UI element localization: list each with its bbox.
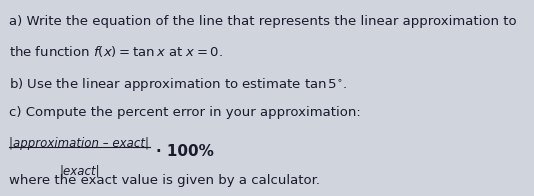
Text: |approximation – exact|: |approximation – exact|: [9, 137, 149, 150]
Text: |exact|: |exact|: [59, 165, 100, 178]
Text: where the exact value is given by a calculator.: where the exact value is given by a calc…: [9, 174, 320, 187]
Text: a) Write the equation of the line that represents the linear approximation to: a) Write the equation of the line that r…: [9, 15, 517, 28]
Text: c) Compute the percent error in your approximation:: c) Compute the percent error in your app…: [9, 106, 361, 119]
Text: the function $f(x) = \tan x$ at $x = 0$.: the function $f(x) = \tan x$ at $x = 0$.: [9, 44, 223, 59]
Text: b) Use the linear approximation to estimate $\tan 5^{\circ}$.: b) Use the linear approximation to estim…: [9, 76, 348, 93]
Text: · 100%: · 100%: [156, 144, 214, 159]
